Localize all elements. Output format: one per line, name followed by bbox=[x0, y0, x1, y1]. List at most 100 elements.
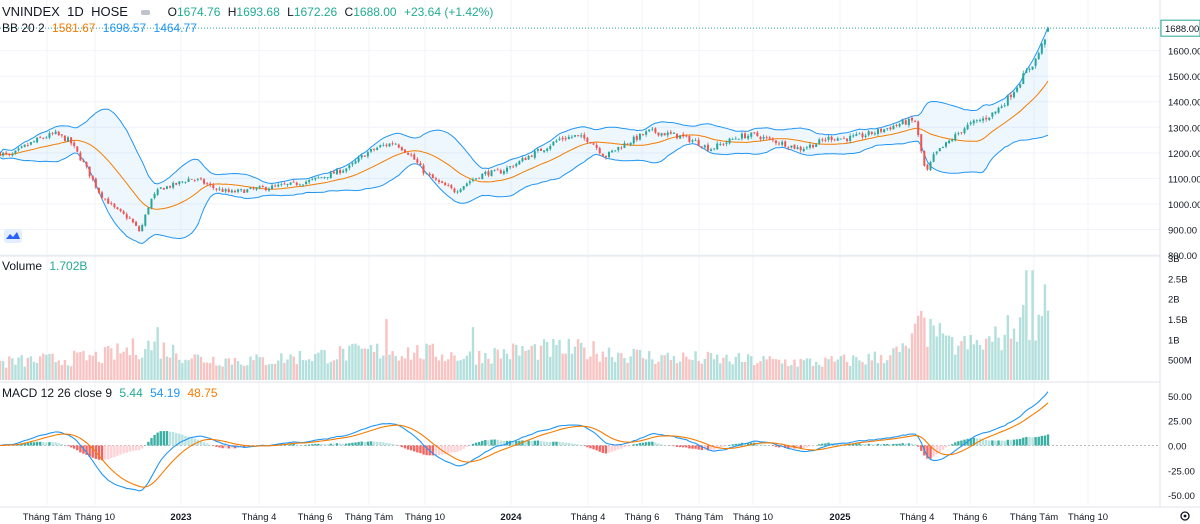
volume-bar bbox=[391, 351, 394, 380]
candle-body bbox=[33, 141, 36, 143]
volume-bar bbox=[388, 354, 391, 380]
macd-histogram-bar bbox=[539, 440, 543, 446]
interval[interactable]: 1D bbox=[67, 4, 84, 19]
volume-tick-label: 1.5B bbox=[1168, 315, 1188, 326]
macd-histogram-bar bbox=[363, 441, 366, 446]
volume-bar bbox=[963, 336, 966, 380]
time-tick-label: Tháng 6 bbox=[298, 512, 333, 523]
open-value: 1674.76 bbox=[176, 5, 221, 19]
macd-histogram-bar bbox=[688, 445, 691, 449]
bb-legend[interactable]: BB 20 2 1581.67 1698.57 1464.77 bbox=[2, 21, 201, 35]
macd-histogram-bar bbox=[175, 433, 178, 446]
volume-bar bbox=[147, 340, 150, 380]
candle-body bbox=[230, 190, 233, 193]
bb-basis-value: 1581.67 bbox=[52, 21, 96, 35]
candle-body bbox=[339, 169, 342, 174]
volume-bar bbox=[709, 353, 713, 380]
macd-histogram-bar bbox=[527, 440, 530, 446]
macd-legend[interactable]: MACD 12 26 close 9 5.44 54.19 48.75 bbox=[2, 386, 222, 400]
macd-tick-label: 0.00 bbox=[1168, 441, 1187, 452]
candle-body bbox=[400, 147, 403, 151]
candle-body bbox=[960, 132, 963, 134]
volume-bar bbox=[4, 367, 8, 380]
candle-body bbox=[1016, 87, 1019, 92]
candle-body bbox=[978, 120, 981, 121]
volume-bar bbox=[750, 356, 753, 380]
volume-bar bbox=[264, 364, 268, 380]
candle-body bbox=[802, 148, 805, 152]
macd-histogram-bar bbox=[199, 440, 203, 446]
candle-body bbox=[481, 173, 484, 180]
volume-legend[interactable]: Volume 1.702B bbox=[2, 259, 91, 273]
macd-histogram-bar bbox=[57, 443, 60, 446]
settings-gear-icon[interactable] bbox=[1180, 511, 1190, 521]
macd-histogram-bar bbox=[1009, 439, 1013, 446]
volume-bar bbox=[920, 310, 923, 380]
price-tick-label: 1000.00 bbox=[1168, 200, 1200, 211]
candle-body bbox=[725, 142, 728, 144]
macd-histogram-bar bbox=[354, 442, 357, 446]
macd-histogram-bar bbox=[1006, 439, 1010, 446]
macd-histogram-bar bbox=[511, 441, 515, 446]
macd-histogram-bar bbox=[338, 443, 342, 446]
candle-body bbox=[187, 178, 190, 182]
collapse-icon[interactable] bbox=[141, 10, 151, 16]
volume-bar bbox=[954, 354, 957, 380]
candle-body bbox=[1040, 43, 1043, 54]
volume-bar bbox=[156, 327, 159, 380]
candle-body bbox=[867, 131, 870, 136]
macd-histogram-bar bbox=[610, 445, 614, 452]
macd-histogram-bar bbox=[651, 441, 654, 446]
macd-histogram-bar bbox=[916, 445, 920, 447]
volume-bar bbox=[592, 341, 595, 380]
macd-histogram-bar bbox=[369, 441, 373, 446]
exchange: HOSE bbox=[91, 4, 128, 19]
volume-bar bbox=[734, 356, 737, 380]
price-tick-label: 1100.00 bbox=[1168, 174, 1200, 185]
candle-body bbox=[756, 132, 759, 137]
macd-histogram-bar bbox=[388, 443, 391, 446]
volume-bar bbox=[385, 319, 388, 380]
macd-histogram-bar bbox=[79, 445, 82, 453]
macd-histogram-bar bbox=[941, 445, 945, 450]
volume-bar bbox=[567, 338, 571, 380]
volume-bar bbox=[17, 357, 20, 380]
volume-bar bbox=[864, 364, 867, 380]
candle-body bbox=[540, 148, 543, 152]
volume-bar bbox=[1009, 338, 1013, 380]
macd-histogram-bar bbox=[623, 445, 626, 448]
candle-body bbox=[376, 147, 379, 150]
macd-tick-label: -25.00 bbox=[1168, 466, 1195, 477]
volume-bar bbox=[205, 362, 209, 380]
candle-body bbox=[815, 144, 818, 147]
price-tick-label: 800.00 bbox=[1168, 251, 1197, 262]
candle-body bbox=[363, 155, 366, 157]
candle-body bbox=[629, 142, 632, 145]
macd-histogram-bar bbox=[638, 443, 642, 446]
candle-body bbox=[107, 198, 110, 204]
volume-bar bbox=[447, 359, 450, 380]
tradingview-logo-icon[interactable] bbox=[4, 229, 22, 243]
last-price-tag-text: 1688.00 bbox=[1165, 24, 1199, 35]
volume-bar bbox=[570, 353, 574, 380]
macd-histogram-bar bbox=[660, 444, 663, 446]
macd-histogram-bar bbox=[858, 443, 861, 446]
candle-body bbox=[1012, 92, 1015, 98]
macd-histogram-bar bbox=[227, 445, 230, 449]
macd-histogram-bar bbox=[1022, 437, 1025, 446]
volume-bar bbox=[131, 338, 135, 380]
candle-body bbox=[1022, 73, 1025, 85]
macd-histogram-bar bbox=[137, 445, 141, 451]
macd-histogram-bar bbox=[873, 444, 877, 446]
volume-bar bbox=[511, 343, 515, 380]
candle-body bbox=[159, 187, 162, 189]
symbol-name[interactable]: VNINDEX bbox=[2, 4, 60, 19]
candle-body bbox=[509, 166, 512, 168]
volume-bar bbox=[938, 323, 941, 380]
volume-bar bbox=[530, 345, 533, 380]
candle-body bbox=[11, 153, 14, 156]
volume-bar bbox=[267, 364, 271, 380]
volume-bar bbox=[128, 355, 132, 380]
candle-body bbox=[125, 214, 128, 219]
